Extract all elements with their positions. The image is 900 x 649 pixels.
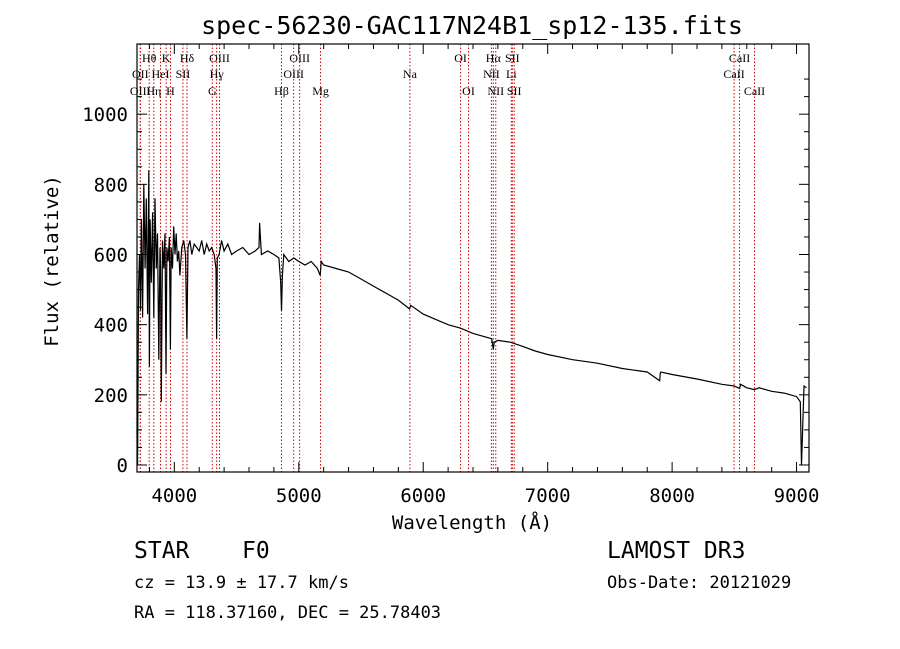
spectral-line-label: G xyxy=(208,84,217,98)
spectral-line-label: K xyxy=(162,51,171,65)
y-axis-ticks: 0 200 400 600 800 1000 xyxy=(82,78,809,477)
spectral-line-label: Na xyxy=(403,67,418,81)
spectral-line-label: OI xyxy=(454,51,467,65)
spectral-line-label: OII xyxy=(132,67,149,81)
y-tick-label: 0 xyxy=(117,455,128,477)
spectral-line-label: Hβ xyxy=(274,84,289,98)
x-axis-label: Wavelength (Å) xyxy=(392,511,552,534)
spectral-line-label: Mg xyxy=(312,84,329,98)
x-tick-label: 4000 xyxy=(151,485,197,507)
spectral-line-label: OI xyxy=(462,84,475,98)
spectral-line-label: HeI xyxy=(152,67,170,81)
spectral-line-label: SII xyxy=(505,51,520,65)
object-class: STAR xyxy=(134,538,190,564)
spectral-line-label: NII xyxy=(483,67,500,81)
survey-name: LAMOST DR3 xyxy=(607,538,746,564)
spectral-line-label: OIII xyxy=(130,84,151,98)
spectral-line-label: OIII xyxy=(209,51,230,65)
spectral-line-label: CaII xyxy=(744,84,765,98)
y-tick-label: 1000 xyxy=(82,104,128,126)
x-tick-label: 8000 xyxy=(649,485,695,507)
spectral-line-label: SII xyxy=(176,67,191,81)
x-axis-ticks: 4000 5000 6000 7000 8000 9000 xyxy=(148,44,820,507)
plot-axes xyxy=(136,43,810,473)
spectral-line-markers xyxy=(139,44,755,472)
observation-date: Obs-Date: 20121029 xyxy=(607,573,792,593)
x-tick-label: 9000 xyxy=(774,485,820,507)
y-tick-label: 800 xyxy=(94,174,128,196)
spectral-line-label: SII xyxy=(507,84,522,98)
spectral-line-label: Hθ xyxy=(142,51,157,65)
y-tick-label: 400 xyxy=(94,315,128,337)
spectral-line-label: Hδ xyxy=(180,51,195,65)
chart-title: spec-56230-GAC117N24B1_sp12-135.fits xyxy=(201,11,743,40)
spectrum-series xyxy=(136,170,807,466)
x-tick-label: 7000 xyxy=(525,485,571,507)
x-tick-label: 5000 xyxy=(276,485,322,507)
spectral-line-label: CaII xyxy=(723,67,744,81)
plot-frame xyxy=(136,43,810,473)
object-subclass: F0 xyxy=(242,538,270,564)
spectral-line-label: Li xyxy=(506,67,517,81)
spectral-line-label: NII xyxy=(487,84,504,98)
redshift-value: cz = 13.9 ± 17.7 km/s xyxy=(134,573,349,593)
coordinates: RA = 118.37160, DEC = 25.78403 xyxy=(134,603,442,623)
spectral-line-label: OIII xyxy=(289,51,310,65)
spectrum-line xyxy=(136,170,807,466)
spectrum-chart: spec-56230-GAC117N24B1_sp12-135.fits Hθ O… xyxy=(41,11,820,534)
spectral-line-label: Hα xyxy=(486,51,502,65)
spectral-line-label: OIII xyxy=(283,67,304,81)
y-axis-label: Flux (relative) xyxy=(41,175,63,347)
spectral-line-label: CaII xyxy=(729,51,750,65)
spectral-line-label: H xyxy=(166,84,175,98)
x-tick-label: 6000 xyxy=(400,485,446,507)
y-tick-label: 600 xyxy=(94,244,128,266)
y-tick-label: 200 xyxy=(94,385,128,407)
spectral-line-label: Hη xyxy=(146,84,161,98)
spectral-line-label: Hγ xyxy=(210,67,225,81)
